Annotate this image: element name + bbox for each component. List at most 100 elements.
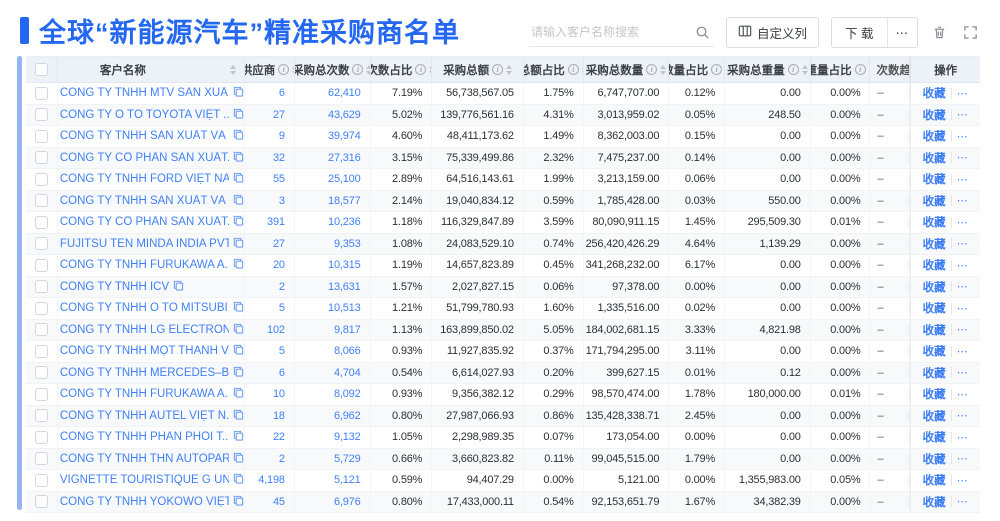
suppliers-cell[interactable]: 6 bbox=[245, 83, 295, 104]
column-header[interactable]: 采购总额 i bbox=[432, 57, 524, 82]
row-more-button[interactable]: ⋯ bbox=[956, 130, 969, 143]
info-icon[interactable]: i bbox=[278, 64, 290, 75]
sort-icon[interactable] bbox=[868, 64, 870, 75]
trash-icon[interactable] bbox=[930, 23, 949, 42]
purchase-count-cell[interactable]: 10,236 bbox=[295, 212, 371, 233]
suppliers-cell[interactable]: 5 bbox=[245, 341, 295, 362]
copy-icon[interactable] bbox=[233, 151, 244, 165]
sort-icon[interactable] bbox=[230, 64, 237, 75]
purchase-count-cell[interactable]: 9,817 bbox=[295, 319, 371, 340]
customize-columns-button[interactable]: 自定义列 bbox=[726, 17, 820, 48]
row-checkbox[interactable] bbox=[34, 452, 48, 466]
customer-name-link[interactable]: CÔNG TY TNHH FURUKAWA A... bbox=[59, 388, 229, 401]
purchase-count-cell[interactable]: 5,121 bbox=[295, 470, 371, 491]
suppliers-cell[interactable]: 32 bbox=[245, 147, 295, 168]
row-checkbox[interactable] bbox=[34, 323, 48, 337]
copy-icon[interactable] bbox=[233, 86, 244, 100]
favorite-link[interactable]: 收藏 bbox=[922, 496, 946, 509]
purchase-count-cell[interactable]: 43,629 bbox=[295, 104, 371, 125]
row-more-button[interactable]: ⋯ bbox=[956, 152, 969, 165]
info-icon[interactable]: i bbox=[646, 64, 658, 75]
favorite-link[interactable]: 收藏 bbox=[922, 303, 946, 316]
row-checkbox[interactable] bbox=[34, 108, 48, 122]
purchase-count-cell[interactable]: 10,315 bbox=[295, 255, 371, 276]
column-header[interactable]: 数量占比 i bbox=[669, 57, 726, 82]
row-more-button[interactable]: ⋯ bbox=[956, 109, 969, 122]
row-more-button[interactable]: ⋯ bbox=[956, 195, 969, 208]
purchase-count-cell[interactable]: 18,577 bbox=[295, 190, 371, 211]
customer-name-link[interactable]: CÔNG TY Ô TÔ TOYOTA VIỆT ... bbox=[59, 108, 229, 121]
suppliers-cell[interactable]: 2 bbox=[245, 448, 295, 469]
favorite-link[interactable]: 收藏 bbox=[922, 217, 946, 230]
suppliers-cell[interactable]: 45 bbox=[245, 491, 295, 512]
sort-icon[interactable] bbox=[429, 64, 432, 75]
row-checkbox[interactable] bbox=[34, 280, 48, 294]
purchase-count-cell[interactable]: 13,631 bbox=[295, 276, 371, 297]
customer-name-link[interactable]: CÔNG TY TNHH YOKOWO VIỆT... bbox=[59, 495, 229, 508]
purchase-count-cell[interactable]: 27,316 bbox=[295, 147, 371, 168]
row-checkbox[interactable] bbox=[34, 129, 48, 143]
row-checkbox[interactable] bbox=[34, 258, 48, 272]
purchase-count-cell[interactable]: 8,092 bbox=[295, 384, 371, 405]
suppliers-cell[interactable]: 22 bbox=[245, 427, 295, 448]
row-more-button[interactable]: ⋯ bbox=[956, 453, 969, 466]
customer-name-link[interactable]: CÔNG TY TNHH SẢN XUẤT VÀ ... bbox=[59, 194, 229, 207]
copy-icon[interactable] bbox=[233, 409, 244, 423]
column-header[interactable]: 采购总次数 i bbox=[295, 57, 371, 82]
row-checkbox[interactable] bbox=[34, 430, 48, 444]
purchase-count-cell[interactable]: 25,100 bbox=[295, 169, 371, 190]
column-header[interactable]: 客户名称 bbox=[58, 57, 246, 82]
row-more-button[interactable]: ⋯ bbox=[956, 216, 969, 229]
favorite-link[interactable]: 收藏 bbox=[922, 195, 946, 208]
row-more-button[interactable]: ⋯ bbox=[956, 302, 969, 315]
copy-icon[interactable] bbox=[233, 344, 244, 358]
column-header[interactable]: 总额占比 i bbox=[524, 57, 584, 82]
row-more-button[interactable]: ⋯ bbox=[956, 281, 969, 294]
download-button[interactable]: 下 载 bbox=[832, 18, 887, 47]
favorite-link[interactable]: 收藏 bbox=[922, 109, 946, 122]
row-more-button[interactable]: ⋯ bbox=[956, 431, 969, 444]
row-more-button[interactable]: ⋯ bbox=[956, 474, 969, 487]
copy-icon[interactable] bbox=[233, 473, 244, 487]
favorite-link[interactable]: 收藏 bbox=[922, 367, 946, 380]
row-checkbox[interactable] bbox=[34, 301, 48, 315]
customer-name-link[interactable]: CÔNG TY TNHH PHÂN PHỐI T... bbox=[59, 431, 229, 444]
suppliers-cell[interactable]: 18 bbox=[245, 405, 295, 426]
column-header[interactable]: 重量占比 i bbox=[811, 57, 871, 82]
row-checkbox[interactable] bbox=[34, 409, 48, 423]
customer-name-link[interactable]: CÔNG TY TNHH FORD VIỆT NAM bbox=[59, 173, 229, 186]
suppliers-cell[interactable]: 2 bbox=[245, 276, 295, 297]
row-more-button[interactable]: ⋯ bbox=[956, 388, 969, 401]
row-checkbox[interactable] bbox=[34, 86, 48, 100]
purchase-count-cell[interactable]: 6,976 bbox=[295, 491, 371, 512]
search-icon[interactable] bbox=[693, 23, 712, 42]
row-more-button[interactable]: ⋯ bbox=[956, 345, 969, 358]
row-more-button[interactable]: ⋯ bbox=[956, 87, 969, 100]
suppliers-cell[interactable]: 27 bbox=[245, 104, 295, 125]
select-all-checkbox[interactable] bbox=[34, 63, 48, 76]
sort-icon[interactable] bbox=[581, 64, 583, 75]
favorite-link[interactable]: 收藏 bbox=[922, 346, 946, 359]
search-input[interactable] bbox=[531, 25, 687, 39]
copy-icon[interactable] bbox=[173, 280, 184, 294]
suppliers-cell[interactable]: 6 bbox=[245, 362, 295, 383]
row-more-button[interactable]: ⋯ bbox=[956, 173, 969, 186]
customer-name-link[interactable]: VIGNETTE TOURISTIQUE G UNI... bbox=[59, 474, 229, 487]
row-checkbox[interactable] bbox=[34, 215, 48, 229]
suppliers-cell[interactable]: 5 bbox=[245, 298, 295, 319]
row-more-button[interactable]: ⋯ bbox=[956, 410, 969, 423]
suppliers-cell[interactable]: 10 bbox=[245, 384, 295, 405]
copy-icon[interactable] bbox=[233, 430, 244, 444]
suppliers-cell[interactable]: 102 bbox=[245, 319, 295, 340]
copy-icon[interactable] bbox=[233, 366, 244, 380]
info-icon[interactable]: i bbox=[352, 64, 364, 75]
favorite-link[interactable]: 收藏 bbox=[922, 389, 946, 402]
row-more-button[interactable]: ⋯ bbox=[956, 324, 969, 337]
copy-icon[interactable] bbox=[233, 495, 244, 509]
favorite-link[interactable]: 收藏 bbox=[922, 475, 946, 488]
customer-name-link[interactable]: FUJITSU TEN MINDA INDIA PVT... bbox=[59, 237, 229, 250]
purchase-count-cell[interactable]: 6,962 bbox=[295, 405, 371, 426]
search-box[interactable] bbox=[529, 19, 714, 47]
favorite-link[interactable]: 收藏 bbox=[922, 152, 946, 165]
favorite-link[interactable]: 收藏 bbox=[922, 324, 946, 337]
